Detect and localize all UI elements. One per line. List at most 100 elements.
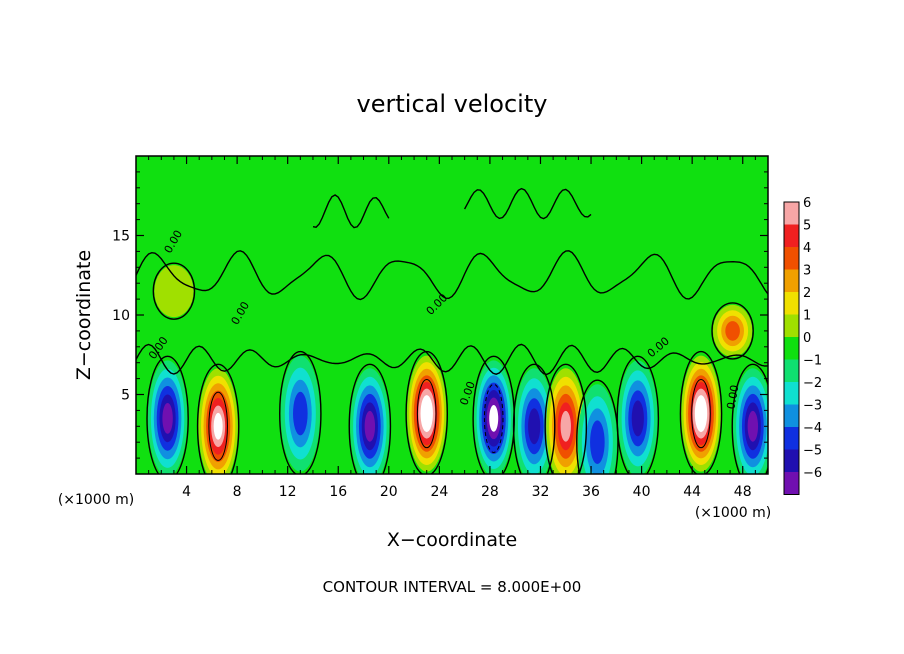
y-axis-label: Z−coordinate xyxy=(73,250,95,380)
colorbar-swatch xyxy=(784,202,799,225)
velocity-level xyxy=(422,401,431,426)
contour-lines xyxy=(136,187,768,474)
colorbar-label: −3 xyxy=(803,399,822,414)
velocity-cell xyxy=(474,360,514,474)
velocity-cell xyxy=(577,384,617,474)
colorbar-label: 5 xyxy=(803,219,811,234)
colorbar-label: −5 xyxy=(803,444,822,459)
velocity-level xyxy=(631,400,644,437)
zero-contour xyxy=(136,343,768,376)
velocity-level xyxy=(560,410,571,442)
y-tick-label: 5 xyxy=(121,388,130,404)
velocity-level xyxy=(213,412,223,440)
colorbar-label: −1 xyxy=(803,354,822,369)
x-axis-label: X−coordinate xyxy=(387,529,517,551)
colorbar-label: 0 xyxy=(803,331,811,346)
velocity-level xyxy=(293,391,308,436)
x-tick-label: 44 xyxy=(683,484,701,500)
x-tick-label: 28 xyxy=(481,484,499,500)
plot-background xyxy=(136,156,768,474)
y-tick-label: 15 xyxy=(112,229,130,245)
velocity-cell xyxy=(514,368,554,474)
contour-line xyxy=(483,383,504,453)
zero-contour xyxy=(463,187,592,220)
velocity-field xyxy=(148,265,768,474)
velocity-level xyxy=(154,265,194,318)
colorbar-swatch xyxy=(784,359,799,382)
y-axis-ticks: 5 10 15 xyxy=(112,171,768,459)
velocity-level xyxy=(747,410,759,442)
velocity-level xyxy=(528,408,541,445)
velocity-level xyxy=(697,401,706,426)
velocity-cell xyxy=(148,360,188,474)
zero-contour xyxy=(146,355,189,474)
velocity-cell xyxy=(733,368,768,474)
velocity-level xyxy=(162,402,173,434)
colorbar-label: −6 xyxy=(803,466,822,481)
zero-contour xyxy=(544,363,588,474)
zero-contour xyxy=(152,262,196,320)
contour-label: 0.00 xyxy=(724,384,741,410)
velocity-cell xyxy=(280,355,320,472)
colorbar-swatch xyxy=(784,292,799,315)
velocity-level xyxy=(590,420,605,465)
zero-contour xyxy=(405,350,449,474)
velocity-cell xyxy=(407,355,447,472)
zero-contour xyxy=(576,379,619,474)
contour-line xyxy=(416,378,437,449)
zero-contour xyxy=(279,350,322,474)
zero-contour xyxy=(679,350,723,474)
colorbar-swatch xyxy=(784,224,799,247)
zero-contour xyxy=(136,250,768,301)
colorbar-label: −4 xyxy=(803,421,822,436)
zero-contour xyxy=(616,355,660,474)
zero-contour xyxy=(512,363,556,474)
velocity-level xyxy=(489,404,499,432)
colorbar-label: −2 xyxy=(803,376,822,391)
velocity-cell xyxy=(154,265,194,318)
velocity-cell xyxy=(713,304,753,357)
zero-contour xyxy=(731,363,768,474)
x-tick-label: 24 xyxy=(430,484,448,500)
x-tick-label: 48 xyxy=(734,484,752,500)
velocity-cell xyxy=(546,368,586,474)
zero-contour xyxy=(711,302,754,360)
contour-interval-note: CONTOUR INTERVAL = 8.000E+00 xyxy=(323,578,582,596)
colorbar-label: 3 xyxy=(803,264,811,279)
colorbar-label: 2 xyxy=(803,286,811,301)
colorbar-swatch xyxy=(784,427,799,450)
colorbar-swatch xyxy=(784,472,799,495)
zero-contour xyxy=(196,363,240,474)
zero-contour xyxy=(312,194,390,229)
x-tick-label: 20 xyxy=(380,484,398,500)
colorbar-label: 4 xyxy=(803,241,811,256)
colorbar-swatch xyxy=(784,269,799,292)
y-tick-label: 10 xyxy=(112,308,130,324)
contour-line xyxy=(691,378,711,449)
x-unit-label-right: (×1000 m) xyxy=(695,505,771,521)
chart-title: vertical velocity xyxy=(357,90,548,118)
x-tick-label: 4 xyxy=(182,484,191,500)
contour-line xyxy=(208,391,228,461)
x-tick-label: 16 xyxy=(329,484,347,500)
colorbar-swatch xyxy=(784,337,799,360)
velocity-level xyxy=(725,321,740,341)
colorbar: 6 5 4 3 2 1 0 −1 −2 −3 −4 −5 −6 xyxy=(783,196,822,495)
colorbar-label: 6 xyxy=(803,196,811,211)
colorbar-frame xyxy=(783,201,800,495)
velocity-cell xyxy=(618,360,658,474)
colorbar-swatch xyxy=(784,382,799,405)
colorbar-swatch xyxy=(784,247,799,270)
x-tick-label: 36 xyxy=(582,484,600,500)
x-tick-label: 32 xyxy=(532,484,550,500)
velocity-cell xyxy=(350,368,390,474)
x-tick-label: 12 xyxy=(279,484,297,500)
colorbar-swatch xyxy=(784,314,799,337)
colorbar-swatch xyxy=(784,404,799,427)
velocity-level xyxy=(364,410,376,442)
colorbar-label: 1 xyxy=(803,309,811,324)
zero-contour xyxy=(348,363,392,474)
x-tick-label: 8 xyxy=(233,484,242,500)
colorbar-swatch xyxy=(784,449,799,472)
